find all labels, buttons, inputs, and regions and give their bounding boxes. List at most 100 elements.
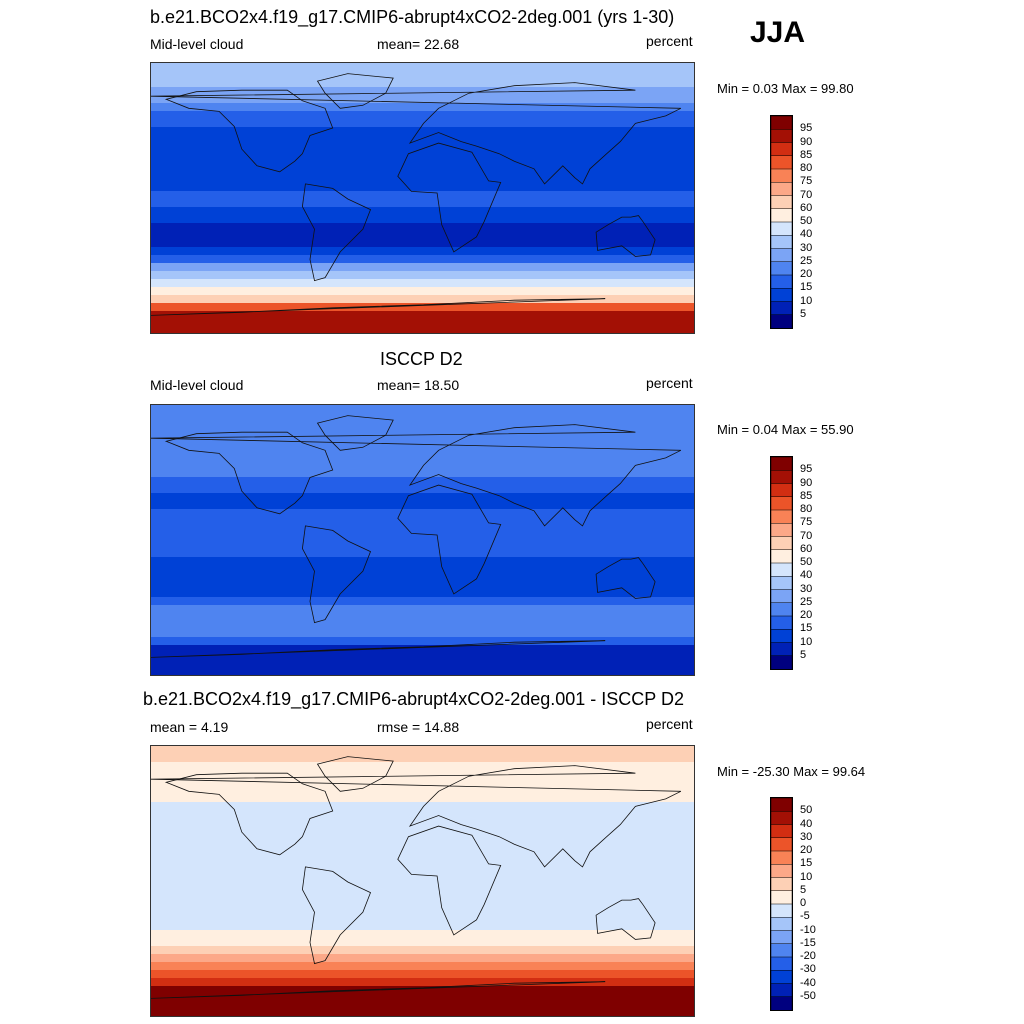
colorbar-swatch xyxy=(771,496,792,511)
colorbar-tick-label: -15 xyxy=(800,936,816,949)
colorbar-tick-label: 70 xyxy=(800,188,813,201)
colorbar-tick-label: 85 xyxy=(800,489,813,502)
colorbar-swatch xyxy=(771,903,792,918)
lat-band xyxy=(151,986,694,995)
africa-outline xyxy=(397,484,502,595)
colorbar-tick-label: 20 xyxy=(800,609,813,621)
lat-band xyxy=(151,493,694,502)
colorbar-tick-label: 50 xyxy=(800,804,813,817)
colorbar-tick-label: 40 xyxy=(800,228,813,241)
colorbar-tick-label: 0 xyxy=(800,897,807,909)
lat-band xyxy=(151,613,694,622)
panel-2-map xyxy=(150,404,695,676)
colorbar-tick-label: 10 xyxy=(800,294,813,307)
colorbar-tick-label: 15 xyxy=(800,622,813,635)
panel-1-colorbar-svg xyxy=(771,116,792,328)
colorbar-tick-label: 95 xyxy=(800,463,813,476)
greenland-outline xyxy=(316,756,394,792)
lat-band xyxy=(151,175,694,184)
lat-band xyxy=(151,63,694,72)
colorbar-tick-label: -10 xyxy=(800,923,816,936)
lat-band xyxy=(151,223,694,232)
panel-3-map-svg xyxy=(151,746,694,1016)
south-america-outline xyxy=(301,866,372,965)
colorbar-tick-label: 90 xyxy=(800,135,813,148)
lat-band xyxy=(151,850,694,859)
lat-band xyxy=(151,669,694,675)
panel-1-map-svg xyxy=(151,63,694,333)
colorbar-tick-label: 95 xyxy=(800,122,813,135)
lat-band xyxy=(151,271,694,280)
colorbar-swatch xyxy=(771,850,792,865)
lat-band xyxy=(151,311,694,320)
lat-band xyxy=(151,605,694,614)
lat-band xyxy=(151,191,694,200)
colorbar-swatch xyxy=(771,798,792,812)
colorbar-tick-label: 40 xyxy=(800,817,813,830)
greenland-outline xyxy=(316,73,394,109)
lat-band xyxy=(151,557,694,566)
lat-band xyxy=(151,962,694,971)
lat-band xyxy=(151,629,694,638)
colorbar-tick-label: 75 xyxy=(800,516,813,529)
panel-3-units-label: percent xyxy=(646,716,693,732)
panel-3-rmse-label: rmse = 14.88 xyxy=(377,719,460,735)
lat-band xyxy=(151,794,694,803)
lat-band xyxy=(151,1010,694,1016)
colorbar-swatch xyxy=(771,642,792,657)
lat-band xyxy=(151,445,694,454)
colorbar-tick-label: 50 xyxy=(800,215,813,227)
lat-band xyxy=(151,437,694,446)
lat-band xyxy=(151,215,694,224)
colorbar-tick-label: 85 xyxy=(800,148,813,161)
colorbar-tick-label: 60 xyxy=(800,542,813,555)
colorbar-tick-label: 25 xyxy=(800,254,813,267)
panel-3-colorbar xyxy=(770,797,793,1011)
lat-band xyxy=(151,565,694,574)
colorbar-swatch xyxy=(771,864,792,879)
colorbar-tick-label: 5 xyxy=(800,648,807,661)
colorbar-swatch xyxy=(771,129,792,144)
antarctica-outline xyxy=(151,640,606,658)
panel-3-title: b.e21.BCO2x4.f19_g17.CMIP6-abrupt4xCO2-2… xyxy=(143,689,684,709)
colorbar-swatch xyxy=(771,655,792,669)
colorbar-tick-label: 5 xyxy=(800,883,807,896)
colorbar-swatch xyxy=(771,523,792,538)
colorbar-swatch xyxy=(771,208,792,223)
lat-band xyxy=(151,485,694,494)
lat-band xyxy=(151,525,694,534)
panel-2-minmax-label: Min = 0.04 Max = 55.90 xyxy=(717,422,854,437)
lat-band xyxy=(151,842,694,851)
colorbar-tick-label: 20 xyxy=(800,844,813,856)
panel-1-title: b.e21.BCO2x4.f19_g17.CMIP6-abrupt4xCO2-2… xyxy=(150,7,675,27)
lat-band xyxy=(151,597,694,606)
panel-2-colorbar xyxy=(770,456,793,670)
lat-band xyxy=(151,573,694,582)
panel-2-variable-label: Mid-level cloud xyxy=(150,377,244,393)
lat-band xyxy=(151,922,694,931)
lat-band xyxy=(151,581,694,590)
panel-2-mean-label: mean= 18.50 xyxy=(377,377,460,393)
colorbar-swatch xyxy=(771,996,792,1010)
lat-band xyxy=(151,549,694,558)
colorbar-tick-label: 20 xyxy=(800,268,813,280)
colorbar-swatch xyxy=(771,116,792,130)
colorbar-swatch xyxy=(771,930,792,945)
south-america-outline xyxy=(301,525,372,624)
colorbar-swatch xyxy=(771,629,792,644)
panel-3-mean-label: mean = 4.19 xyxy=(150,719,229,735)
colorbar-swatch xyxy=(771,182,792,197)
colorbar-tick-label: -20 xyxy=(800,950,816,962)
colorbar-tick-label: -30 xyxy=(800,963,816,976)
colorbar-swatch xyxy=(771,301,792,316)
lat-band xyxy=(151,143,694,152)
lat-band xyxy=(151,151,694,160)
north-america-outline xyxy=(164,772,334,856)
lat-band xyxy=(151,858,694,867)
colorbar-swatch xyxy=(771,536,792,551)
panel-1-units-label: percent xyxy=(646,33,693,49)
lat-band xyxy=(151,930,694,939)
lat-band xyxy=(151,127,694,136)
colorbar-swatch xyxy=(771,602,792,617)
lat-band xyxy=(151,111,694,120)
